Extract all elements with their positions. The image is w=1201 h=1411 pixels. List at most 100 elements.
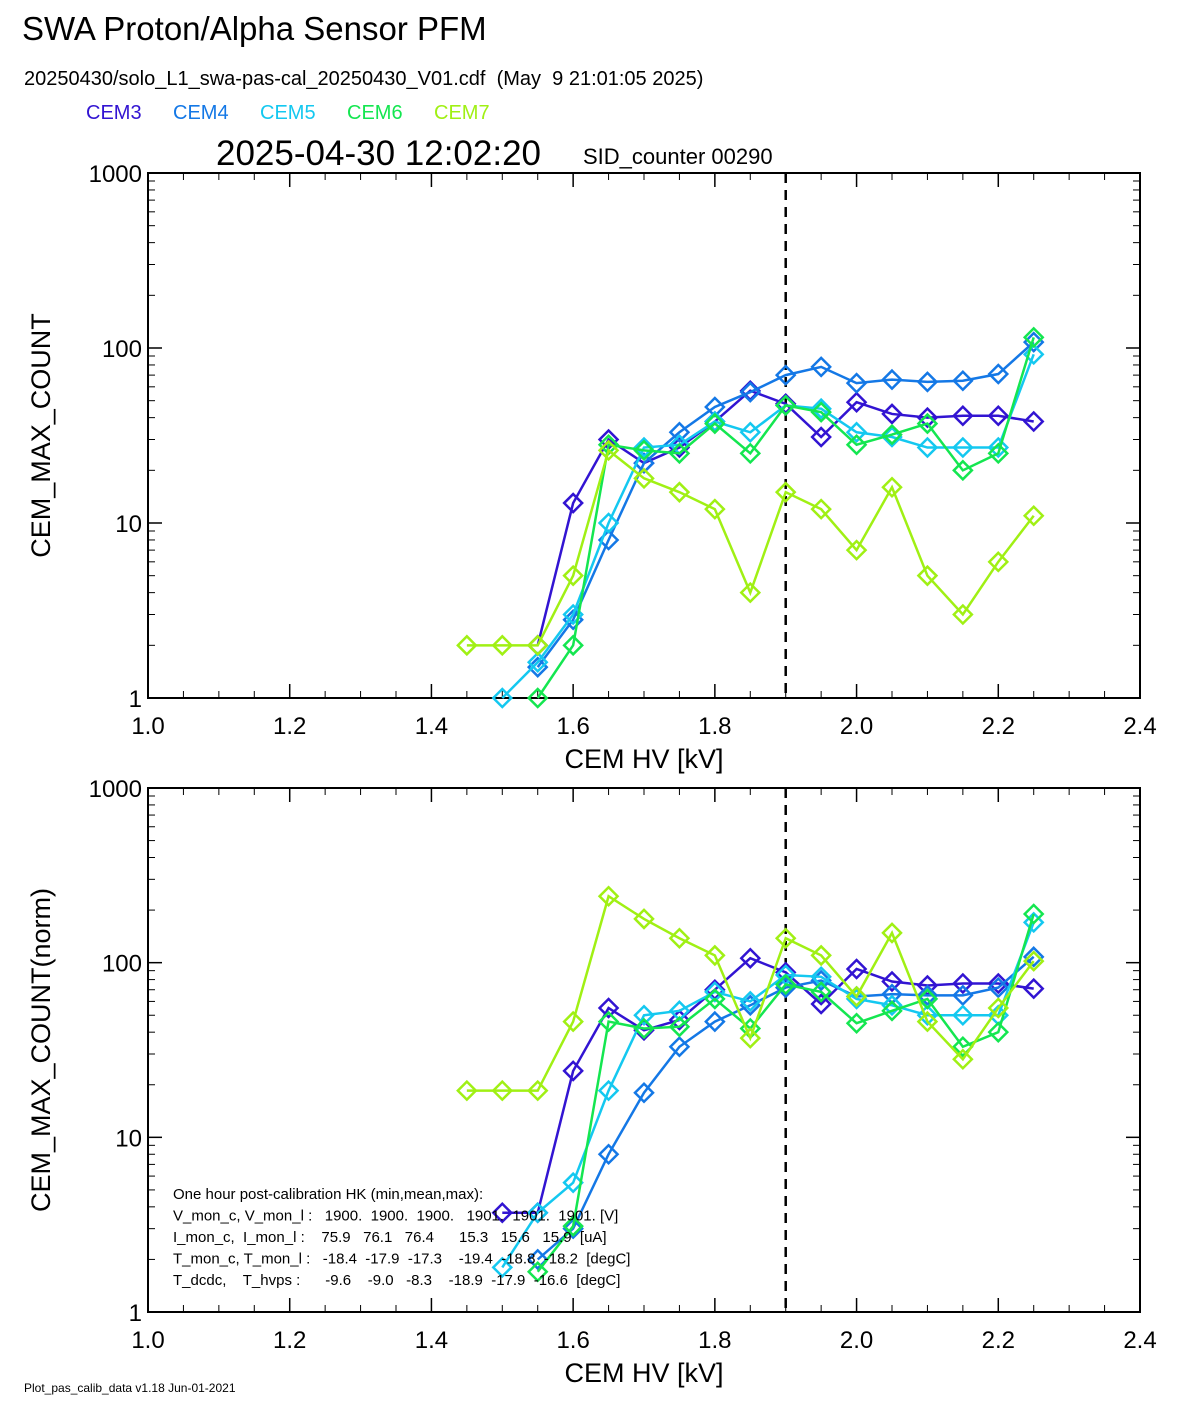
series-line	[502, 956, 1034, 1214]
data-point	[739, 442, 762, 465]
data-point	[845, 985, 868, 1008]
data-point	[491, 687, 514, 709]
y-tick-label: 1	[129, 1300, 142, 1327]
data-point	[845, 421, 868, 444]
data-point	[562, 634, 584, 657]
data-point	[704, 944, 726, 967]
data-point	[562, 492, 584, 514]
data-point	[1022, 946, 1045, 968]
data-point	[881, 476, 903, 499]
legend-entry: CEM4	[173, 102, 229, 124]
data-point	[633, 908, 655, 930]
data-point	[668, 1009, 691, 1031]
data-point	[987, 436, 1010, 459]
data-point	[668, 442, 691, 465]
series-line	[536, 341, 1035, 668]
data-point	[845, 372, 868, 394]
data-point	[739, 994, 762, 1017]
data-point	[526, 1248, 549, 1271]
data-point	[597, 1010, 620, 1033]
legend-entry: CEM3	[86, 102, 142, 124]
x-tick-label: 1.0	[131, 1327, 164, 1354]
data-point	[916, 984, 939, 1007]
y-tick-label: 100	[102, 951, 142, 978]
data-point	[491, 634, 514, 657]
data-point	[810, 966, 832, 988]
y-tick-label: 1	[129, 686, 142, 713]
data-point	[1022, 343, 1045, 366]
data-point	[881, 922, 903, 944]
subtitle: 20250430/solo_L1_swa-pas-cal_20250430_V0…	[24, 68, 703, 90]
legend-entry: CEM5	[260, 102, 316, 124]
data-point	[952, 369, 974, 392]
data-point	[668, 421, 691, 444]
data-point	[1022, 326, 1045, 349]
data-point	[704, 981, 726, 1003]
data-point	[774, 364, 797, 386]
y-axis-title: CEM_MAX_COUNT	[26, 313, 56, 558]
data-point	[633, 1017, 655, 1040]
data-point	[845, 433, 868, 456]
data-point	[881, 970, 903, 993]
data-point	[987, 1021, 1010, 1043]
data-point	[916, 1010, 939, 1033]
hk-annotation: I_mon_c, I_mon_l : 75.9 76.1 76.4 15.3 1…	[173, 1229, 607, 1246]
data-point	[952, 603, 974, 626]
data-point	[881, 368, 903, 391]
series-line	[466, 448, 1035, 647]
data-point	[1022, 410, 1045, 433]
x-tick-label: 2.2	[982, 1327, 1015, 1354]
data-point	[810, 993, 832, 1015]
data-point	[916, 406, 939, 429]
data-point	[668, 1036, 691, 1058]
data-point	[739, 1027, 762, 1049]
data-point	[597, 1079, 620, 1102]
data-point	[633, 467, 655, 490]
data-point	[526, 634, 549, 657]
data-point	[774, 394, 797, 417]
data-point	[491, 1079, 514, 1102]
hk-annotation: T_mon_c, T_mon_l : -18.4 -17.9 -17.3 -19…	[173, 1251, 630, 1268]
data-point	[597, 1143, 620, 1166]
data-point	[597, 439, 620, 462]
x-tick-label: 1.4	[415, 713, 448, 740]
data-point	[668, 1015, 691, 1038]
data-point	[491, 1256, 514, 1279]
data-point	[810, 944, 832, 967]
series-line	[536, 955, 1035, 1261]
data-point	[456, 634, 478, 657]
data-point	[739, 381, 762, 403]
data-point	[845, 539, 868, 561]
data-point	[916, 436, 939, 459]
data-point	[739, 581, 762, 604]
data-point	[704, 1010, 726, 1033]
x-tick-label: 2.0	[840, 713, 873, 740]
data-point	[633, 436, 655, 459]
x-axis-title: CEM HV [kV]	[564, 1358, 723, 1388]
timestamp: 2025-04-30 12:02:20	[216, 134, 541, 173]
x-tick-label: 1.8	[698, 713, 731, 740]
data-point	[810, 356, 832, 378]
data-point	[952, 436, 974, 459]
data-point	[668, 1000, 691, 1022]
data-point	[845, 1012, 868, 1035]
data-point	[916, 1004, 939, 1027]
data-point	[597, 512, 620, 534]
data-point	[562, 1171, 584, 1194]
x-tick-label: 1.2	[273, 713, 306, 740]
data-point	[881, 423, 903, 446]
data-point	[491, 1201, 514, 1224]
data-point	[881, 994, 903, 1017]
data-point	[845, 958, 868, 980]
data-point	[952, 459, 974, 482]
legend-entry: CEM6	[347, 102, 403, 124]
data-point	[526, 1079, 549, 1102]
x-tick-label: 1.4	[415, 1327, 448, 1354]
x-tick-label: 2.4	[1123, 1327, 1156, 1354]
data-point	[774, 961, 797, 984]
data-point	[881, 1000, 903, 1022]
data-point	[668, 481, 691, 503]
data-point	[952, 1004, 974, 1027]
y-tick-label: 10	[115, 511, 142, 538]
